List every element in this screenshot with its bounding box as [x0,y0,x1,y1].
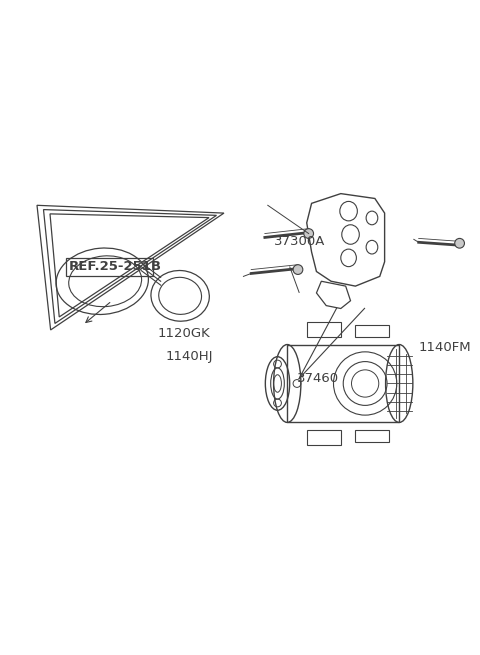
Text: 1140FM: 1140FM [418,341,471,354]
Text: 37460: 37460 [297,372,339,385]
Ellipse shape [455,238,465,248]
Text: 1140HJ: 1140HJ [166,350,214,363]
Text: 37300A: 37300A [275,235,326,248]
Ellipse shape [293,265,303,274]
Text: 1120GK: 1120GK [158,328,211,341]
Text: REF.25-251B: REF.25-251B [69,261,162,273]
Ellipse shape [304,229,313,238]
